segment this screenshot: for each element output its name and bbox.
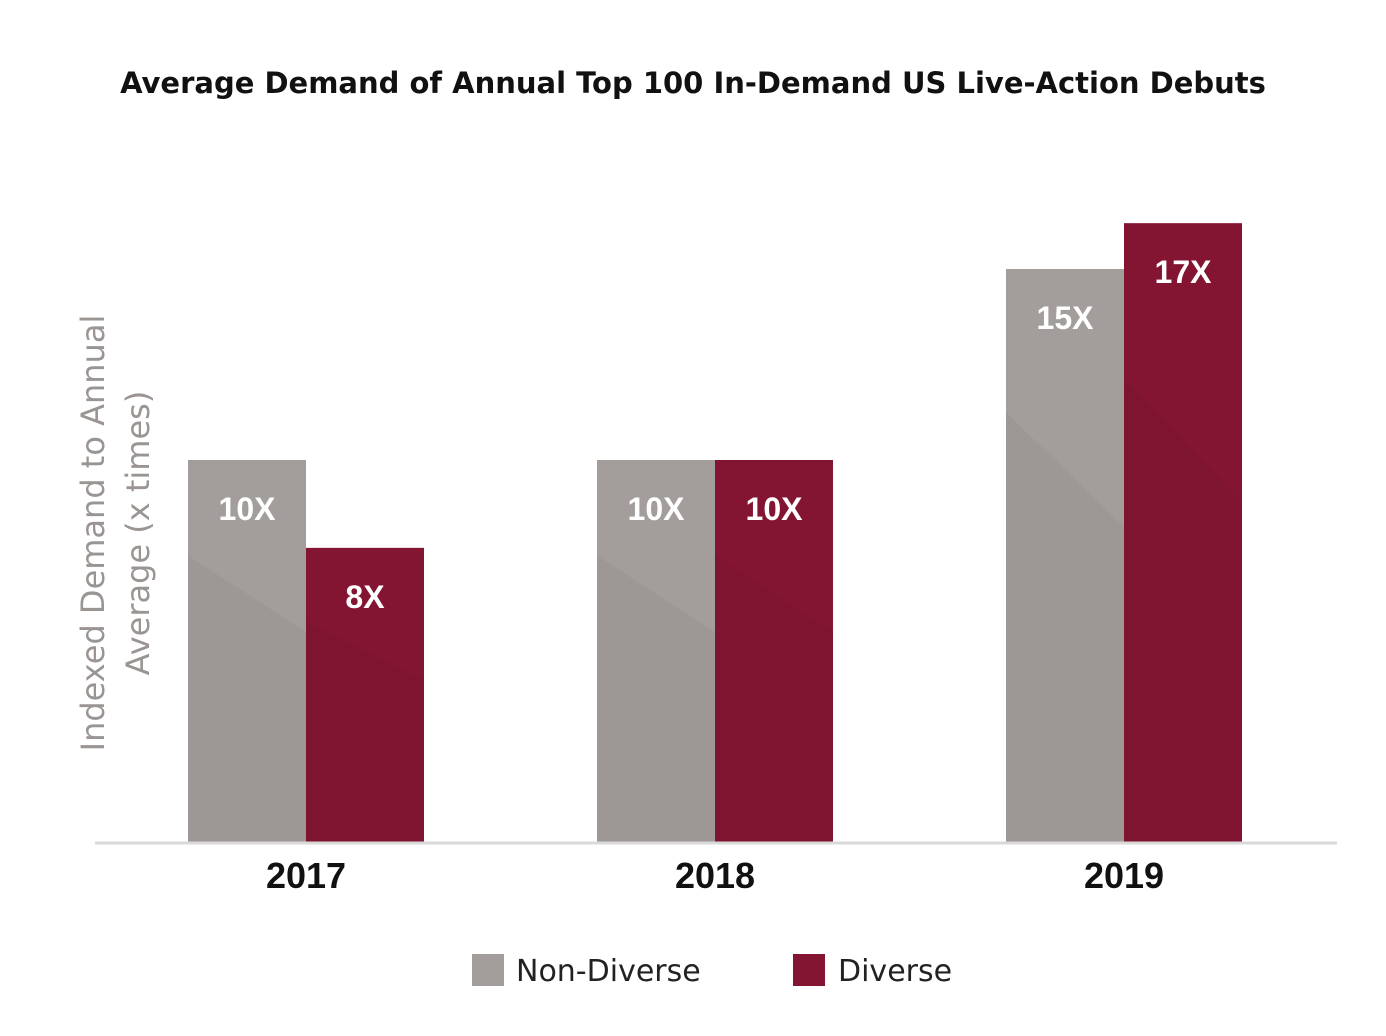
legend: Non-Diverse Diverse: [472, 954, 952, 989]
data-label: 15X: [1037, 300, 1095, 336]
bar-diverse-2019: [1124, 223, 1242, 842]
x-axis-ticks: 2017 2018 2019: [266, 855, 1164, 896]
bars-layer: 10X 8X 10X 10X 15X 17X: [188, 223, 1242, 842]
x-tick-label: 2018: [675, 855, 755, 896]
data-label: 10X: [219, 491, 277, 527]
data-label: 10X: [628, 491, 686, 527]
legend-label-non-diverse: Non-Diverse: [516, 954, 701, 989]
y-axis-label-line-1: Indexed Demand to Annual: [74, 315, 112, 752]
data-label: 17X: [1155, 254, 1213, 290]
x-tick-label: 2019: [1084, 855, 1164, 896]
legend-label-diverse: Diverse: [838, 954, 952, 989]
bar-non-diverse-2017: [188, 460, 306, 842]
bar-non-diverse-2019: [1006, 269, 1124, 842]
legend-swatch-diverse: [793, 954, 825, 986]
bar-diverse-2018: [715, 460, 833, 842]
x-tick-label: 2017: [266, 855, 346, 896]
chart-title: Average Demand of Annual Top 100 In-Dema…: [120, 66, 1266, 100]
data-label: 8X: [345, 579, 385, 615]
bar-diverse-2017: [306, 547, 424, 842]
bar-non-diverse-2018: [597, 460, 715, 842]
data-label: 10X: [746, 491, 804, 527]
y-axis-label: Indexed Demand to Annual Average (x time…: [74, 315, 157, 752]
y-axis-label-line-2: Average (x times): [119, 391, 157, 676]
legend-swatch-non-diverse: [472, 954, 504, 986]
